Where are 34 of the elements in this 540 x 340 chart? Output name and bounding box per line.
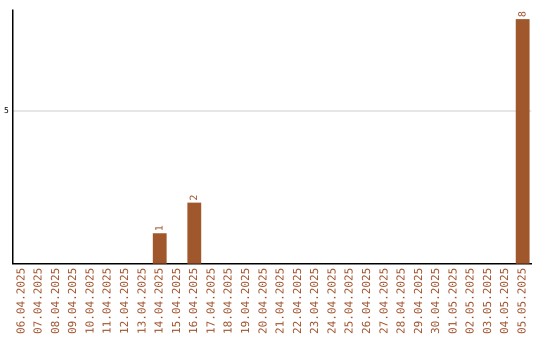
x-tick-label: 10.04.2025	[83, 268, 96, 334]
x-tick-label: 25.04.2025	[342, 268, 356, 334]
x-tick-label: 28.04.2025	[394, 268, 408, 334]
x-tick-label: 18.04.2025	[222, 268, 235, 334]
x-tick-label: 30.04.2025	[429, 268, 442, 334]
x-tick-label: 14.04.2025	[152, 268, 166, 334]
x-tick-label: 02.05.2025	[464, 268, 477, 334]
x-tick-label: 19.04.2025	[238, 268, 252, 334]
x-tick-label: 26.04.2025	[360, 268, 373, 334]
data-label: 1	[154, 225, 166, 232]
x-tick-label: 16.04.2025	[187, 268, 200, 334]
x-tick-label: 11.04.2025	[100, 268, 114, 334]
x-tick-label: 03.05.2025	[480, 268, 494, 334]
x-tick-label: 20.04.2025	[256, 268, 270, 334]
x-tick-label: 08.04.2025	[48, 268, 62, 334]
x-tick-label: 15.04.2025	[170, 268, 183, 334]
x-tick-label: 17.04.2025	[204, 268, 218, 334]
x-tick-label: 13.04.2025	[135, 268, 148, 334]
x-tick-label: 24.04.2025	[325, 268, 338, 334]
data-label: 2	[188, 194, 200, 201]
x-tick-label: 05.05.2025	[516, 268, 529, 334]
x-tick-label: 23.04.2025	[308, 268, 322, 334]
x-tick-label: 29.04.2025	[412, 268, 425, 334]
data-label: 8	[517, 11, 528, 18]
x-tick-label: 01.05.2025	[446, 268, 460, 334]
x-tick-label: 06.04.2025	[14, 268, 28, 334]
x-tick-label: 12.04.2025	[118, 268, 132, 334]
y-tick-label: 5	[4, 106, 9, 115]
x-tick-label: 27.04.2025	[377, 268, 390, 334]
x-tick-label: 07.04.2025	[32, 268, 45, 334]
x-tick-label: 21.04.2025	[274, 268, 287, 334]
x-tick-label: 09.04.2025	[66, 268, 80, 334]
x-tick-label: 04.05.2025	[498, 268, 512, 334]
x-tick-label: 22.04.2025	[290, 268, 304, 334]
